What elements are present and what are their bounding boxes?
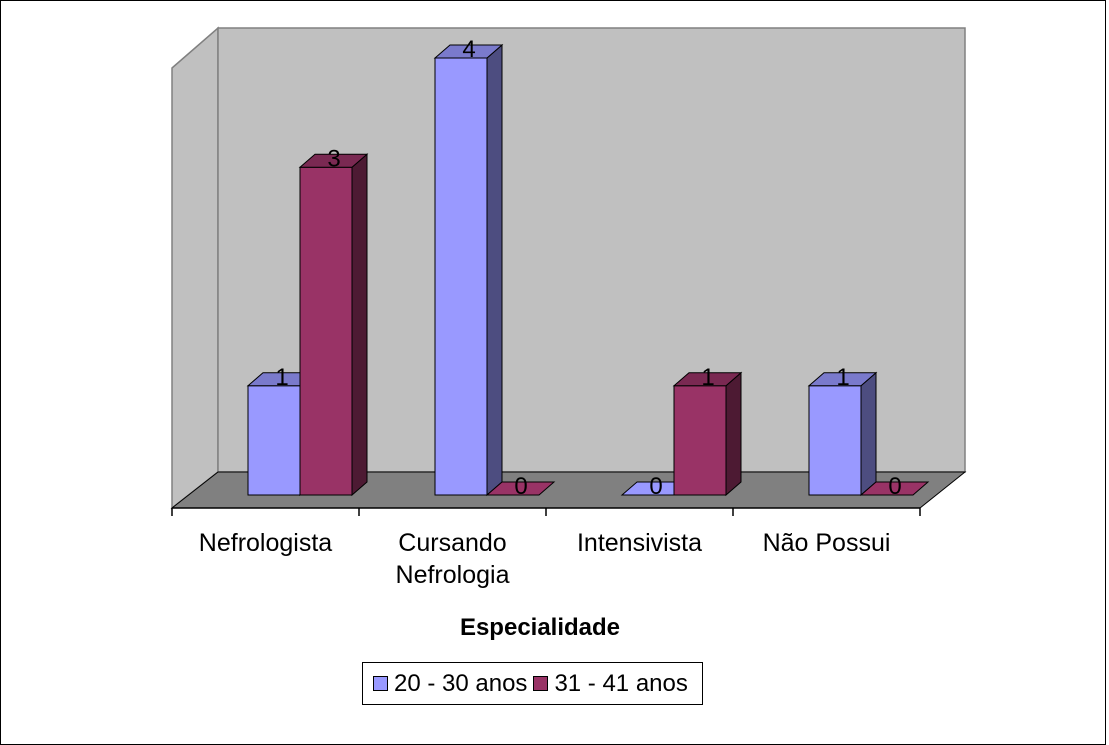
bar-front (434, 57, 488, 496)
data-label: 4 (462, 36, 475, 63)
data-label: 3 (327, 145, 340, 172)
bar-top (672, 372, 743, 387)
bar-side (860, 371, 877, 497)
x-axis (171, 507, 921, 516)
legend-swatch-series-1 (373, 676, 388, 691)
category-label: Cursando Nefrologia (395, 529, 510, 589)
legend: 20 - 30 anos 31 - 41 anos (362, 662, 703, 705)
category-label: Nefrologista (198, 529, 333, 557)
bar-side (351, 153, 368, 497)
bar-top (298, 153, 369, 168)
data-label: 0 (888, 473, 901, 500)
x-axis-title: Especialidade (459, 614, 621, 641)
side-wall (171, 26, 219, 510)
data-label: 1 (275, 364, 288, 391)
chart-bars (246, 43, 930, 497)
bar (298, 153, 369, 497)
bar (433, 43, 504, 497)
data-label: 0 (514, 473, 527, 500)
legend-entry-series-1: 20 - 30 anos (373, 670, 527, 698)
legend-swatch-series-2 (533, 676, 549, 691)
legend-label-series-2: 31 - 41 anos (554, 669, 688, 697)
bar-front (247, 385, 301, 496)
bar (672, 371, 743, 497)
bar-front (673, 385, 727, 496)
bar-side (486, 43, 503, 497)
legend-label-series-1: 20 - 30 anos (394, 669, 528, 697)
legend-entry-series-2: 31 - 41 anos (533, 669, 688, 698)
bar-flat (859, 481, 930, 496)
bar-top (807, 372, 878, 387)
bar (485, 481, 556, 496)
data-label: 1 (701, 364, 714, 391)
bar (807, 371, 878, 497)
data-label: 1 (836, 364, 849, 391)
chart-data-labels: 1 3 4 0 0 1 1 0 (275, 36, 901, 500)
data-label: 0 (649, 473, 662, 500)
bar-front (808, 385, 862, 496)
bar-flat (485, 481, 556, 496)
bar (859, 481, 930, 496)
category-label: Não Possui (762, 529, 891, 557)
bar-side (725, 371, 742, 497)
bar-top (433, 44, 504, 59)
bar-front (299, 166, 353, 496)
category-label: Intensivista (576, 529, 703, 557)
